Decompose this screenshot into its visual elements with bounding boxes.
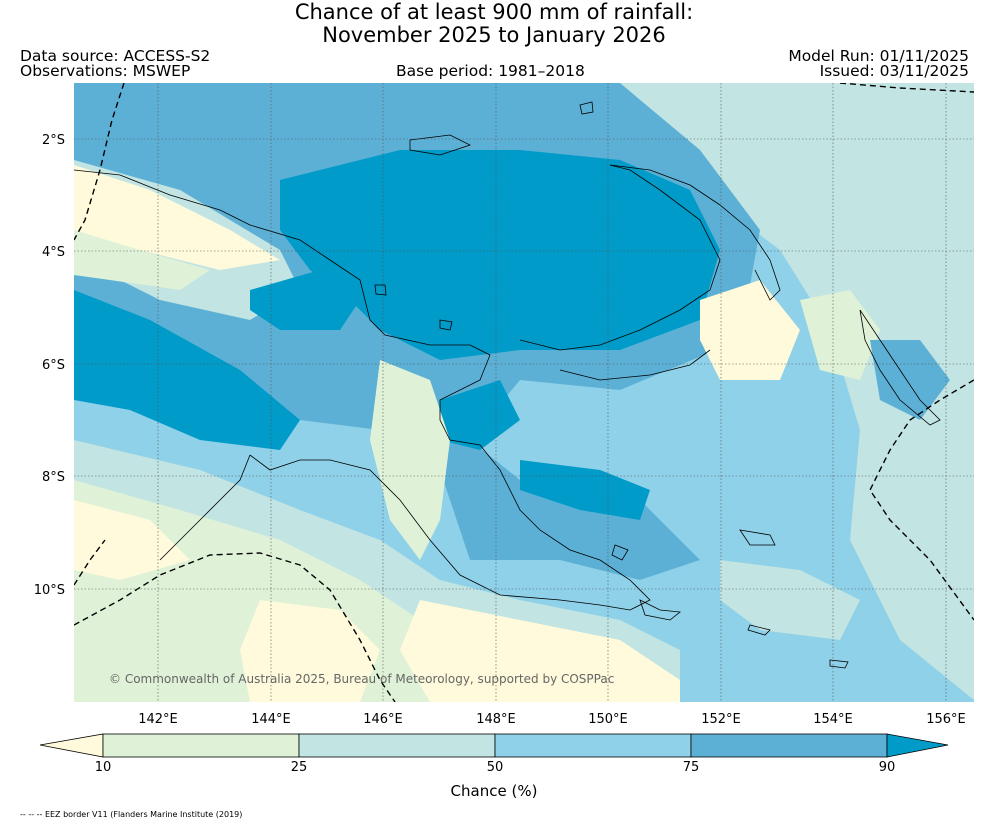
eez-borders xyxy=(74,83,974,702)
lon-label: 152°E xyxy=(701,712,741,727)
issued-label: Issued: 03/11/2025 xyxy=(819,62,969,80)
colorbar-tick: 50 xyxy=(486,760,504,775)
lat-label: 8°S xyxy=(42,470,65,485)
colorbar-title: Chance (%) xyxy=(450,782,538,800)
gridlines xyxy=(74,83,974,702)
map-area xyxy=(74,83,974,702)
lat-label: 10°S xyxy=(34,583,65,598)
band-over-90-west xyxy=(74,290,300,450)
latitude-labels: 2°S 4°S 6°S 8°S 10°S xyxy=(34,133,65,598)
colorbar-segment-75-90 xyxy=(690,733,888,758)
data-source-label: Data source: ACCESS-S2 xyxy=(20,47,211,65)
lon-label: 142°E xyxy=(138,712,178,727)
band-25-50-east xyxy=(620,83,974,700)
colorbar-segment-below-10 xyxy=(39,733,104,758)
colorbar-tick: 90 xyxy=(878,760,896,775)
copyright-notice: © Commonwealth of Australia 2025, Bureau… xyxy=(109,672,614,686)
colorbar-tick: 75 xyxy=(682,760,700,775)
band-over-90-north xyxy=(280,150,720,360)
map-title-line1: Chance of at least 900 mm of rainfall: xyxy=(294,0,694,24)
eez-footnote: -- -- -- EEZ border V11 (Flanders Marine… xyxy=(20,810,243,819)
band-below-10 xyxy=(240,600,380,702)
colorbar-tick: 10 xyxy=(94,760,112,775)
observations-label: Observations: MSWEP xyxy=(20,62,191,80)
lat-label: 2°S xyxy=(42,133,65,148)
coastlines xyxy=(74,101,941,669)
lon-label: 150°E xyxy=(588,712,628,727)
colorbar-segment-10-25 xyxy=(102,733,300,758)
longitude-labels: 142°E 144°E 146°E 148°E 150°E 152°E 154°… xyxy=(138,712,966,727)
lon-label: 144°E xyxy=(251,712,291,727)
lon-label: 156°E xyxy=(926,712,966,727)
lon-label: 148°E xyxy=(476,712,516,727)
colorbar-segment-over-90 xyxy=(886,733,949,758)
lat-label: 4°S xyxy=(42,245,65,260)
colorbar xyxy=(39,733,949,758)
colorbar-segment-50-75 xyxy=(494,733,692,758)
colorbar-tick: 25 xyxy=(290,760,308,775)
base-period-label: Base period: 1981–2018 xyxy=(396,62,585,80)
map-title-line2: November 2025 to January 2026 xyxy=(322,23,666,47)
lat-label: 6°S xyxy=(42,358,65,373)
model-run-label: Model Run: 01/11/2025 xyxy=(788,47,969,65)
lon-label: 154°E xyxy=(813,712,853,727)
colorbar-segment-25-50 xyxy=(298,733,496,758)
lon-label: 146°E xyxy=(363,712,403,727)
